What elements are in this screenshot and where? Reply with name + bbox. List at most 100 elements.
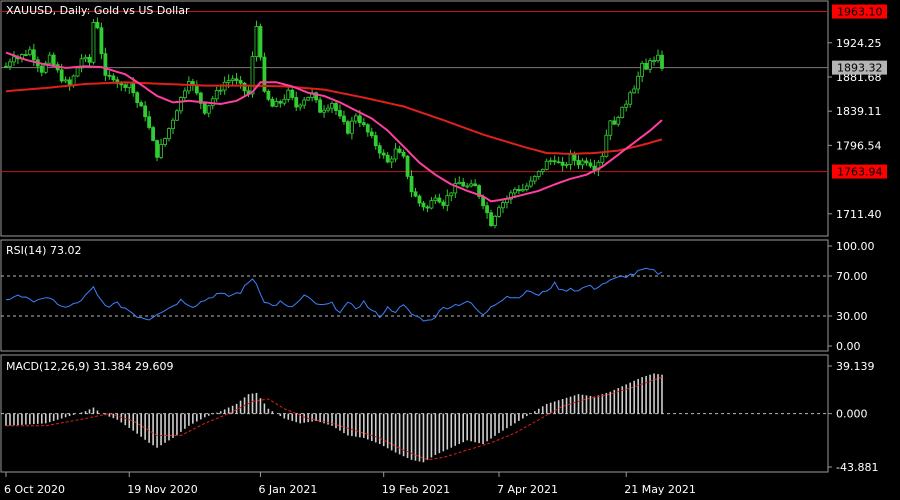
candle-body	[540, 168, 545, 172]
candle-body	[306, 97, 311, 101]
candle-body	[616, 117, 621, 125]
candle-body	[202, 102, 207, 114]
candle-body	[469, 183, 474, 187]
candle-body	[544, 160, 549, 170]
candle-body	[381, 152, 386, 156]
candle-body	[131, 82, 136, 94]
candle-body	[290, 89, 295, 98]
macd-title: MACD(12,26,9) 31.384 29.609	[6, 360, 174, 373]
macd-tick-label: 0.000	[836, 408, 868, 421]
candle-body	[413, 191, 418, 197]
candle-body	[4, 65, 8, 68]
macd-histogram	[5, 373, 663, 463]
candle-body	[31, 49, 36, 61]
macd-panel[interactable]: MACD(12,26,9) 31.384 29.609	[0, 354, 829, 473]
candle-body	[644, 62, 648, 70]
candle-body	[477, 185, 482, 197]
candle-body	[421, 202, 426, 208]
candle-body	[39, 65, 44, 73]
candle-body	[453, 183, 458, 194]
candle-body	[349, 120, 354, 134]
candle-body	[584, 160, 589, 164]
candle-body	[461, 181, 466, 187]
candle-body	[385, 154, 390, 163]
candle-body	[501, 202, 505, 209]
time-tick-label: 21 May 2021	[624, 483, 696, 496]
rsi-panel[interactable]: RSI(14) 73.02	[0, 239, 829, 352]
candle-body	[135, 92, 140, 104]
candle-body	[377, 145, 382, 154]
candle-body	[151, 127, 156, 141]
candle-body	[214, 90, 219, 100]
candle-body	[564, 164, 569, 166]
candle-body	[342, 115, 346, 123]
macd-tick-label: -43.881	[836, 461, 878, 474]
candle-body	[608, 120, 613, 136]
candle-body	[334, 103, 338, 111]
current-price-label: 1893.32	[837, 62, 883, 75]
candle-body	[417, 195, 422, 204]
candle-body	[640, 62, 645, 77]
candle-body	[624, 103, 629, 108]
candle-body	[449, 192, 454, 197]
candle-body	[186, 81, 191, 92]
candle-body	[441, 201, 446, 206]
candle-body	[560, 161, 565, 166]
candle-body	[179, 97, 183, 112]
candle-body	[636, 75, 641, 90]
candle-body	[27, 49, 32, 55]
candle-body	[493, 215, 497, 226]
level-tag-resistance	[832, 4, 887, 19]
candle-body	[183, 90, 187, 99]
candle-body	[552, 160, 557, 163]
price-tick-label: 1924.25	[836, 37, 882, 50]
rsi-tick-label: 70.00	[836, 270, 868, 283]
candle-body	[365, 124, 370, 133]
candle-body	[346, 121, 350, 134]
candle-body	[282, 98, 287, 104]
candle-body	[516, 189, 521, 192]
candle-body	[512, 189, 517, 194]
candle-body	[632, 88, 637, 94]
candle-body	[143, 105, 148, 118]
candle-body	[401, 151, 406, 157]
rsi-tick-label: 0.00	[836, 340, 861, 353]
candle-body	[338, 110, 342, 117]
candle-body	[485, 205, 489, 214]
time-tick-label: 19 Nov 2020	[127, 483, 197, 496]
time-tick-label: 6 Jan 2021	[258, 483, 317, 496]
candle-body	[314, 92, 319, 101]
candle-body	[218, 89, 223, 92]
candle-body	[91, 22, 96, 63]
candle-body	[254, 26, 259, 58]
candle-body	[576, 160, 581, 166]
time-tick-label: 7 Apr 2021	[497, 483, 558, 496]
price-tick-label: 1711.40	[836, 208, 882, 221]
candle-body	[266, 90, 271, 100]
candle-body	[397, 148, 402, 153]
candle-body	[83, 56, 88, 60]
candle-body	[107, 74, 112, 77]
candle-body	[361, 122, 366, 126]
candle-body	[250, 56, 255, 95]
candle-body	[457, 181, 462, 185]
rsi-panel-frame	[0, 239, 829, 352]
candle-body	[103, 53, 108, 76]
price-panel-frame	[0, 0, 829, 237]
candle-body	[95, 22, 100, 29]
candle-body	[612, 120, 617, 125]
candle-body	[369, 131, 374, 137]
candle-body	[389, 158, 394, 163]
candle-body	[226, 80, 231, 83]
candle-body	[302, 99, 307, 106]
candle-body	[234, 78, 239, 81]
candle-body	[159, 144, 163, 158]
candle-body	[171, 119, 175, 130]
rsi-axis: 100.00 70.00 30.00 0.00	[828, 240, 875, 353]
candle-body	[286, 89, 291, 100]
price-panel[interactable]: XAUUSD, Daily: Gold vs US Dollar	[0, 0, 829, 237]
candle-body	[580, 160, 585, 166]
candle-body	[588, 162, 593, 167]
candle-body	[473, 183, 478, 187]
